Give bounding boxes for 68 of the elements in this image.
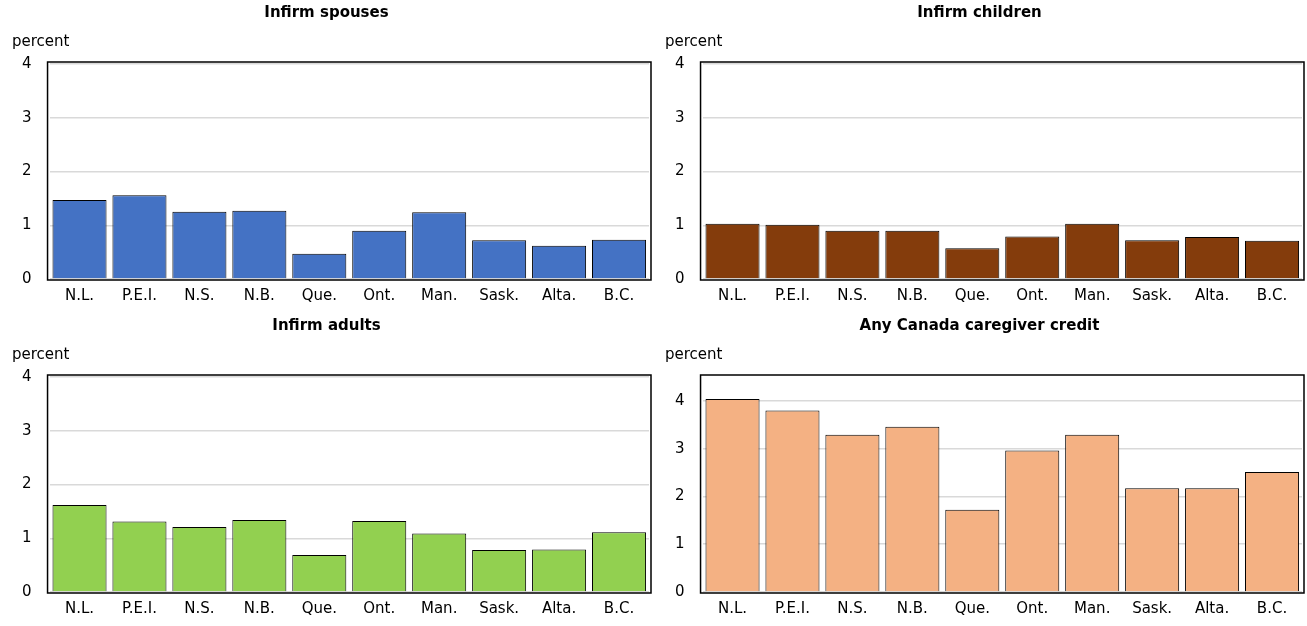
x-tick-label: Ont. (1016, 285, 1049, 304)
x-tick-label: Alta. (541, 285, 577, 304)
y-axis-title: percent (12, 32, 70, 51)
y-tick-label: 2 (22, 161, 32, 180)
y-axis-title: percent (665, 345, 723, 364)
x-tick-label: N.S. (184, 285, 215, 304)
x-tick-label: Alta. (1194, 285, 1230, 304)
y-tick-label: 4 (22, 366, 32, 385)
x-tick-label: N.S. (837, 598, 868, 617)
x-tick-label: N.B. (896, 285, 928, 304)
x-tick-label: P.E.I. (122, 598, 157, 617)
y-tick-label: 1 (675, 534, 685, 553)
x-tick-label: Sask. (479, 598, 520, 617)
y-tick-label: 3 (22, 420, 32, 439)
y-tick-label: 0 (22, 268, 32, 287)
x-tick-label: N.B. (243, 285, 275, 304)
y-tick-label: 2 (675, 486, 685, 505)
x-tick-label: Que. (954, 598, 990, 617)
x-tick-label: Alta. (1194, 598, 1230, 617)
y-tick-label: 4 (22, 53, 32, 72)
x-tick-label: Ont. (1016, 598, 1049, 617)
x-tick-label: Ont. (363, 285, 396, 304)
x-tick-label: Sask. (1132, 285, 1173, 304)
y-tick-label: 4 (675, 390, 685, 409)
chart-title: Infirm adults (272, 315, 381, 334)
x-tick-label: Sask. (1132, 598, 1173, 617)
x-tick-label: P.E.I. (775, 285, 810, 304)
x-tick-label: N.L. (64, 285, 95, 304)
x-tick-label: Que. (301, 598, 337, 617)
x-tick-label: Man. (1073, 285, 1111, 304)
y-tick-label: 0 (22, 581, 32, 600)
x-tick-label: Man. (1073, 598, 1111, 617)
x-tick-label: N.S. (837, 285, 868, 304)
x-tick-label: B.C. (1256, 598, 1288, 617)
y-tick-label: 0 (675, 581, 685, 600)
x-tick-label: N.L. (717, 598, 748, 617)
x-tick-label: Alta. (541, 598, 577, 617)
x-tick-label: B.C. (1256, 285, 1288, 304)
x-tick-label: N.L. (64, 598, 95, 617)
x-tick-label: B.C. (603, 285, 635, 304)
y-tick-label: 3 (675, 438, 685, 457)
x-tick-label: N.B. (896, 598, 928, 617)
y-tick-label: 3 (675, 107, 685, 126)
x-tick-label: B.C. (603, 598, 635, 617)
x-tick-label: N.S. (184, 598, 215, 617)
y-tick-label: 1 (22, 215, 32, 234)
y-tick-label: 1 (675, 215, 685, 234)
y-tick-label: 4 (675, 53, 685, 72)
x-tick-label: P.E.I. (122, 285, 157, 304)
y-tick-label: 2 (22, 474, 32, 493)
chart-title: Infirm children (917, 2, 1042, 21)
chart-title: Any Canada caregiver credit (859, 315, 1100, 334)
x-tick-label: N.B. (243, 598, 275, 617)
x-tick-label: Sask. (479, 285, 520, 304)
x-tick-label: N.L. (717, 285, 748, 304)
y-axis-title: percent (665, 32, 723, 51)
y-axis-title: percent (12, 345, 70, 364)
x-tick-label: Man. (420, 598, 458, 617)
x-tick-label: Que. (301, 285, 337, 304)
y-tick-label: 2 (675, 161, 685, 180)
x-tick-label: P.E.I. (775, 598, 810, 617)
y-tick-label: 3 (22, 107, 32, 126)
chart-title: Infirm spouses (264, 2, 389, 21)
y-tick-label: 1 (22, 528, 32, 547)
y-tick-label: 0 (675, 268, 685, 287)
x-tick-label: Man. (420, 285, 458, 304)
x-tick-label: Que. (954, 285, 990, 304)
x-tick-label: Ont. (363, 598, 396, 617)
